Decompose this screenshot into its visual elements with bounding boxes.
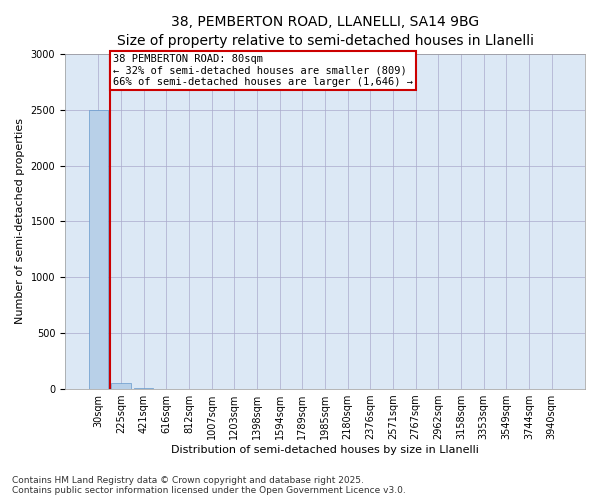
Bar: [134, 388, 153, 389]
Y-axis label: Number of semi-detached properties: Number of semi-detached properties: [15, 118, 25, 324]
Bar: [112, 384, 131, 389]
Title: 38, PEMBERTON ROAD, LLANELLI, SA14 9BG
Size of property relative to semi-detache: 38, PEMBERTON ROAD, LLANELLI, SA14 9BG S…: [116, 15, 533, 48]
Text: Contains HM Land Registry data © Crown copyright and database right 2025.
Contai: Contains HM Land Registry data © Crown c…: [12, 476, 406, 495]
Bar: [89, 110, 108, 389]
X-axis label: Distribution of semi-detached houses by size in Llanelli: Distribution of semi-detached houses by …: [171, 445, 479, 455]
Text: 38 PEMBERTON ROAD: 80sqm
← 32% of semi-detached houses are smaller (809)
66% of : 38 PEMBERTON ROAD: 80sqm ← 32% of semi-d…: [113, 54, 413, 87]
